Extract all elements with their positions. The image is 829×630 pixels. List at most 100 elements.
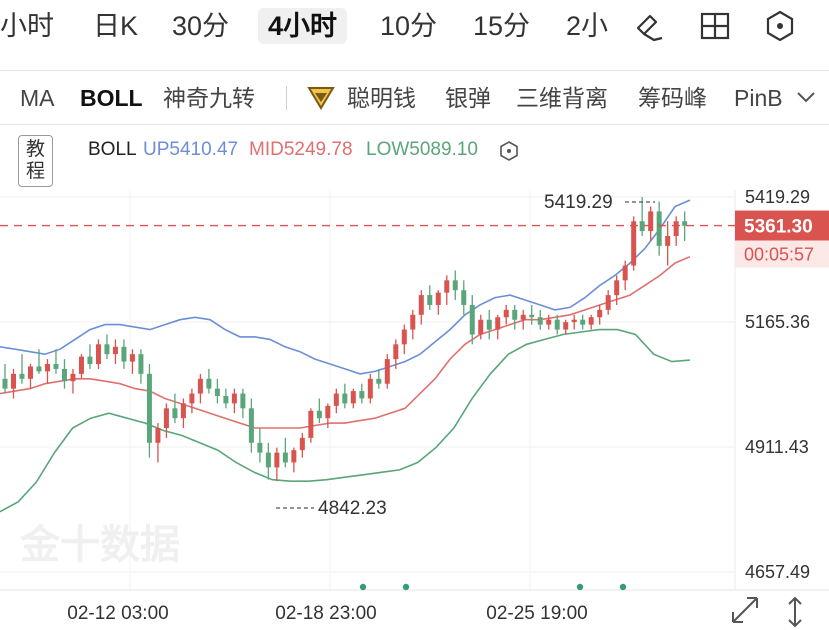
candle-body — [146, 373, 152, 443]
candle-body — [350, 391, 356, 404]
candle-body — [104, 344, 110, 355]
candle-body — [231, 393, 237, 404]
candle-body — [325, 405, 331, 419]
indicator-silver-bullet[interactable]: 银弹 — [445, 85, 491, 111]
upper-band-line — [0, 199, 691, 375]
candle-body — [384, 359, 390, 384]
candle-body — [27, 366, 33, 379]
event-marker-dot — [359, 583, 367, 591]
candle-body — [427, 295, 433, 305]
legend-low: LOW5089.10 — [366, 139, 478, 160]
tab-1h[interactable]: 小时 — [0, 11, 54, 41]
candle-body — [274, 452, 280, 468]
y-tick-label: 5419.29 — [745, 187, 810, 207]
indicator-chip-peak[interactable]: 筹码峰 — [638, 85, 707, 111]
y-tick-label: 5165.36 — [745, 312, 810, 332]
candle-body — [129, 354, 135, 362]
candle-body — [469, 304, 475, 335]
divider — [0, 70, 829, 71]
tab-2h[interactable]: 2小 — [566, 11, 609, 41]
x-tick-label: 02-18 23:00 — [275, 603, 376, 624]
candle-body — [529, 314, 535, 318]
candle-body — [359, 391, 365, 399]
indicator-magic-nine[interactable]: 神奇九转 — [163, 85, 255, 111]
layout-grid-icon[interactable] — [697, 8, 733, 44]
candle-body — [393, 344, 399, 360]
indicator-ma[interactable]: MA — [20, 85, 55, 111]
legend-settings-icon[interactable] — [498, 140, 520, 162]
candle-body — [571, 319, 577, 323]
bollinger-bands — [0, 199, 691, 513]
candle-body — [163, 408, 169, 429]
tutorial-button[interactable]: 教程 — [18, 135, 54, 187]
candle-body — [112, 346, 118, 355]
y-axis: 5419.29 5165.36 4911.43 4657.49 — [745, 187, 810, 582]
indicator-pinbar[interactable]: PinB — [734, 85, 783, 111]
tab-10m[interactable]: 10分 — [380, 11, 438, 41]
candle-body — [495, 317, 501, 330]
candle-body — [155, 428, 161, 443]
candle-body — [520, 314, 526, 320]
candle-body — [580, 319, 586, 325]
tab-15m[interactable]: 15分 — [473, 11, 531, 41]
candle-body — [248, 408, 254, 443]
candle-body — [588, 317, 594, 325]
low-label: 4842.23 — [318, 498, 387, 519]
candle-body — [537, 317, 543, 325]
candle-body — [401, 329, 407, 345]
watermark-text: 金十数据 — [19, 522, 180, 567]
candle-body — [631, 221, 637, 266]
candle-body — [308, 410, 314, 438]
candle-body — [503, 309, 509, 318]
indicator-boll[interactable]: BOLL — [80, 85, 143, 111]
candle-body — [10, 373, 16, 389]
candle-body — [44, 364, 50, 372]
indicator-3d-divergence[interactable]: 三维背离 — [516, 85, 608, 111]
candle-body — [376, 378, 382, 384]
settings-hexagon-icon[interactable] — [762, 8, 798, 44]
candle-body — [418, 295, 424, 315]
candle-body — [648, 211, 654, 232]
candle-body — [223, 396, 229, 404]
candle-body — [138, 354, 144, 374]
price-tag: 5361.30 00:05:57 — [735, 210, 829, 268]
indicator-separator — [286, 86, 287, 110]
vertical-scale-icon[interactable] — [788, 596, 802, 628]
countdown-box — [735, 240, 829, 268]
candle-body — [486, 319, 492, 330]
candle-body — [673, 221, 679, 237]
candle-body — [240, 393, 246, 409]
event-marker-dot — [619, 583, 627, 591]
drawing-tool-icon[interactable] — [632, 8, 668, 44]
vertical-scale-icon-path — [788, 596, 802, 628]
candle-body — [19, 373, 25, 379]
divider — [0, 124, 829, 125]
high-label: 5419.29 — [544, 192, 613, 213]
y-tick-label: 4657.49 — [745, 562, 810, 582]
timeframe-tabs: 小时 日K 30分 4小时 10分 15分 2小 — [0, 0, 829, 50]
tab-daily[interactable]: 日K — [93, 11, 139, 41]
candle-body — [36, 366, 42, 372]
x-axis: 02-12 03:00 02-18 23:00 02-25 19:00 — [67, 583, 627, 624]
expand-icon[interactable] — [732, 597, 758, 623]
candle-body — [597, 309, 603, 318]
indicator-smart-money[interactable]: 聪明钱 — [347, 85, 416, 111]
candle-body — [614, 280, 620, 296]
chevron-down-icon[interactable] — [795, 88, 817, 106]
chart-annotations: 5419.29 4842.23 — [0, 192, 735, 519]
tab-30m[interactable]: 30分 — [172, 11, 230, 41]
candle-body — [189, 393, 195, 404]
candle-body — [546, 319, 552, 325]
price-tag-box — [735, 210, 829, 241]
x-tick-label: 02-12 03:00 — [67, 603, 168, 624]
lower-band-line — [0, 328, 691, 513]
candle-body — [2, 378, 8, 389]
event-marker-dot — [402, 583, 410, 591]
candle-body — [605, 295, 611, 310]
tab-4h[interactable]: 4小时 — [258, 8, 348, 44]
y-tick-label: 4911.43 — [745, 437, 809, 457]
candlesticks — [2, 197, 688, 482]
chart-grid — [0, 190, 829, 591]
middle-band-line — [0, 255, 691, 429]
